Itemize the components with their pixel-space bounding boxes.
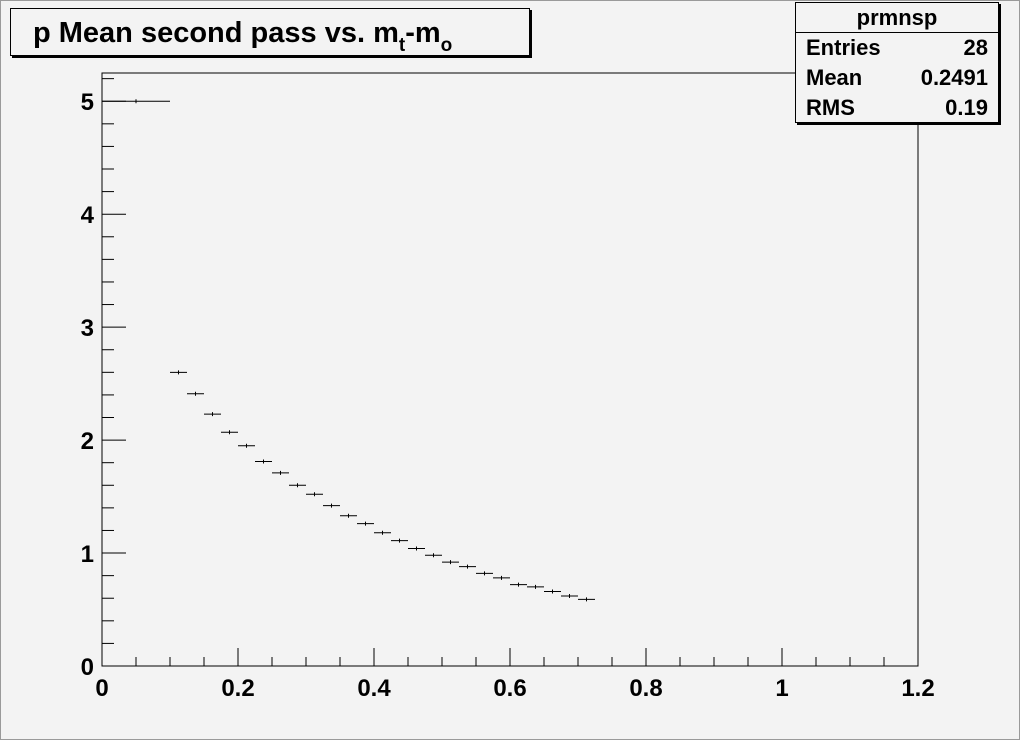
stats-row-entries: Entries 28 (796, 33, 998, 63)
plot-frame (101, 72, 919, 667)
y-tick-label: 5 (81, 89, 94, 116)
x-tick-label: 1 (775, 675, 788, 702)
x-tick-label: 0.4 (357, 675, 391, 702)
stats-label: Mean (806, 65, 863, 90)
chart-title: p Mean second pass vs. mt-mo (33, 17, 453, 56)
stats-label: RMS (806, 95, 855, 120)
stats-value: 0.2491 (920, 65, 988, 90)
x-tick-label: 0 (95, 675, 108, 702)
x-tick-label: 1.2 (901, 675, 934, 702)
stats-value: 28 (963, 35, 988, 60)
y-tick-label: 2 (81, 428, 94, 455)
y-tick-label: 1 (81, 541, 94, 568)
chart-title-box: p Mean second pass vs. mt-mo (10, 8, 530, 56)
stats-row-rms: RMS 0.19 (796, 93, 998, 123)
y-tick-label: 4 (81, 202, 95, 229)
y-tick-label: 0 (81, 654, 94, 681)
x-tick-label: 0.2 (221, 675, 254, 702)
stats-value: 0.19 (945, 95, 988, 120)
stats-label: Entries (806, 35, 881, 60)
stats-title: prmnsp (796, 3, 998, 33)
y-tick-label: 3 (81, 315, 94, 342)
stats-box: prmnsp Entries 28 Mean 0.2491 RMS 0.19 (795, 2, 999, 123)
stats-row-mean: Mean 0.2491 (796, 63, 998, 93)
x-tick-label: 0.6 (493, 675, 526, 702)
x-tick-label: 0.8 (629, 675, 662, 702)
